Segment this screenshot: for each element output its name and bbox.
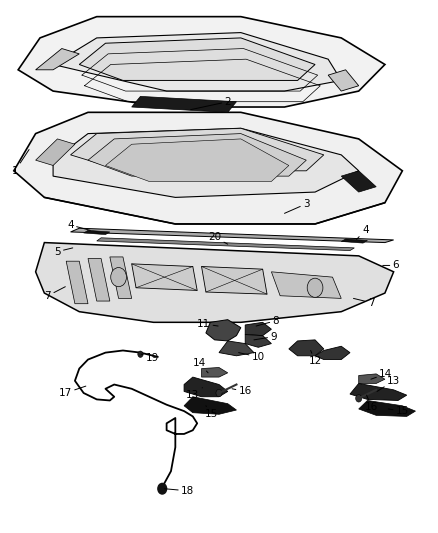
Polygon shape <box>18 17 385 107</box>
Polygon shape <box>272 272 341 298</box>
Text: 19: 19 <box>141 353 159 363</box>
Text: 20: 20 <box>208 232 228 244</box>
Text: 7: 7 <box>353 297 374 308</box>
Circle shape <box>138 351 143 358</box>
Polygon shape <box>66 261 88 304</box>
Polygon shape <box>359 374 385 383</box>
Polygon shape <box>79 38 315 80</box>
Polygon shape <box>97 238 354 251</box>
Polygon shape <box>53 33 341 91</box>
Text: 13: 13 <box>186 387 202 400</box>
Polygon shape <box>245 335 272 348</box>
Text: 9: 9 <box>254 332 277 342</box>
Text: 3: 3 <box>285 199 310 213</box>
Polygon shape <box>184 377 228 397</box>
Polygon shape <box>201 266 267 294</box>
Circle shape <box>111 268 127 287</box>
Text: 10: 10 <box>239 352 265 362</box>
Text: 14: 14 <box>371 369 392 379</box>
Text: 8: 8 <box>256 316 279 326</box>
Polygon shape <box>35 139 75 165</box>
Polygon shape <box>110 257 132 298</box>
Polygon shape <box>328 70 359 91</box>
Text: 4: 4 <box>67 220 90 230</box>
Polygon shape <box>184 397 237 414</box>
Polygon shape <box>245 322 272 336</box>
Text: 2: 2 <box>191 96 231 110</box>
Text: 17: 17 <box>59 386 86 398</box>
Polygon shape <box>201 368 228 377</box>
Polygon shape <box>206 320 241 341</box>
Text: 6: 6 <box>383 261 399 270</box>
Polygon shape <box>132 264 197 290</box>
Circle shape <box>216 389 222 397</box>
Polygon shape <box>289 340 324 356</box>
Polygon shape <box>359 400 416 416</box>
Polygon shape <box>88 134 306 176</box>
Polygon shape <box>341 171 376 192</box>
Polygon shape <box>350 383 407 400</box>
Text: 12: 12 <box>308 351 321 366</box>
Polygon shape <box>71 128 324 171</box>
Text: 4: 4 <box>357 225 369 239</box>
Text: 16: 16 <box>365 395 378 413</box>
Polygon shape <box>132 96 237 112</box>
Polygon shape <box>88 259 110 301</box>
Polygon shape <box>106 139 289 181</box>
Text: 5: 5 <box>54 247 73 256</box>
Text: 7: 7 <box>45 287 65 301</box>
Polygon shape <box>219 341 254 356</box>
Polygon shape <box>35 243 394 322</box>
Text: 16: 16 <box>232 386 252 397</box>
Polygon shape <box>71 228 394 243</box>
Text: 1: 1 <box>12 150 29 176</box>
Text: 15: 15 <box>205 406 218 419</box>
Text: 13: 13 <box>377 376 400 391</box>
Circle shape <box>307 278 323 297</box>
Polygon shape <box>84 230 110 235</box>
Text: 15: 15 <box>389 406 409 416</box>
Circle shape <box>158 483 166 494</box>
Polygon shape <box>14 112 403 224</box>
Text: 11: 11 <box>197 319 218 329</box>
Circle shape <box>356 394 362 402</box>
Polygon shape <box>315 346 350 360</box>
Text: 14: 14 <box>193 358 208 373</box>
Polygon shape <box>341 239 367 243</box>
Text: 18: 18 <box>164 486 194 496</box>
Polygon shape <box>35 49 79 70</box>
Polygon shape <box>53 128 359 197</box>
